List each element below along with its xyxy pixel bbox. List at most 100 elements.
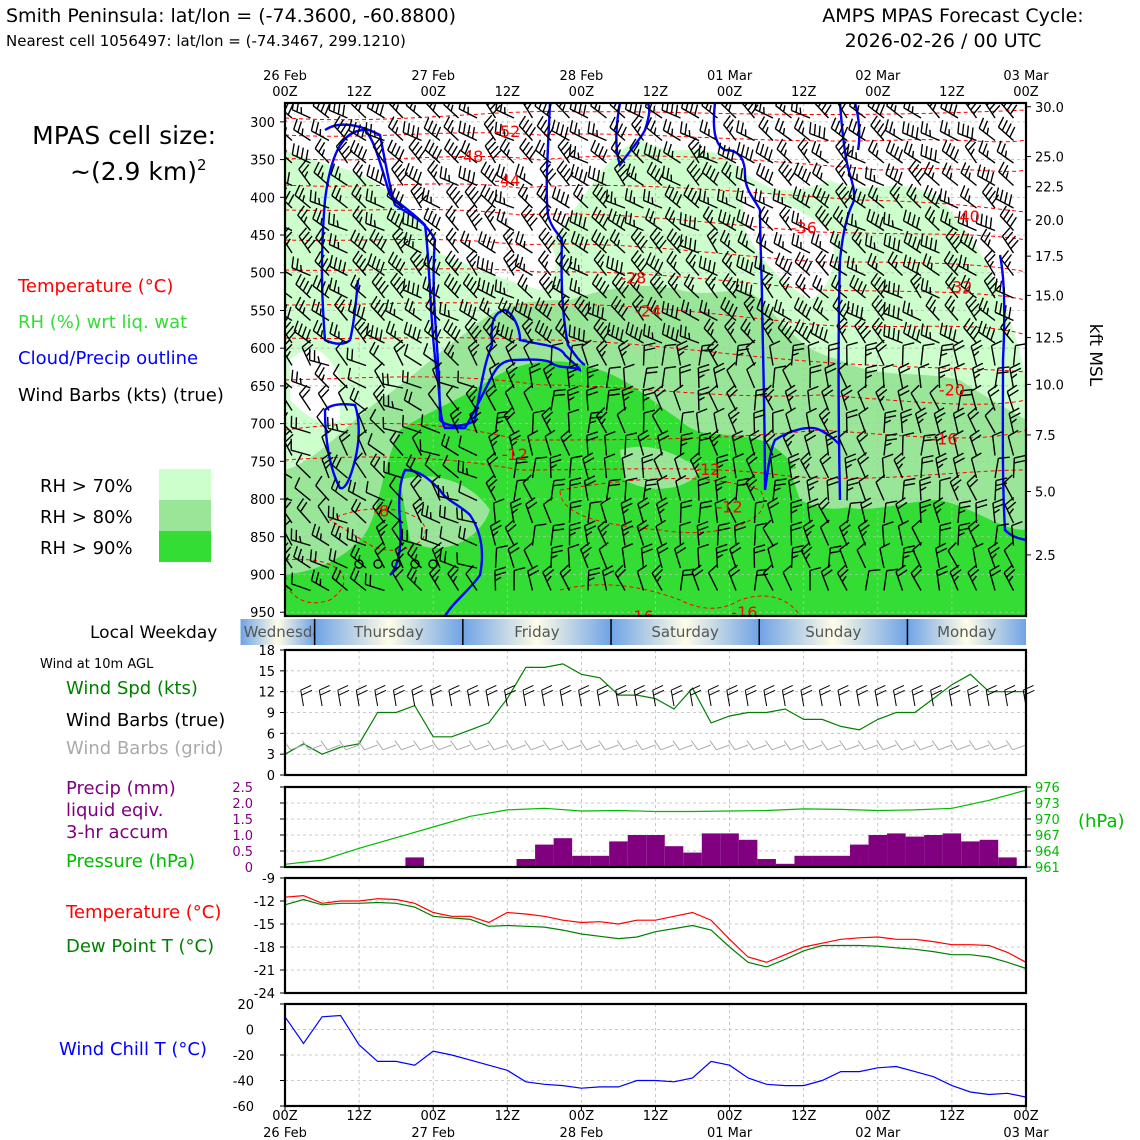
- wind-barb-grid: [709, 740, 730, 751]
- wind-barb-true: [652, 684, 665, 707]
- wind-barb: [679, 432, 693, 456]
- wind-barb: [477, 277, 496, 299]
- wind-barb: [310, 569, 330, 592]
- wind-barb-grid: [320, 740, 341, 751]
- bottom-hour-label: 12Z: [495, 1109, 521, 1124]
- wind-barb: [387, 116, 404, 142]
- wind-barb: [629, 138, 645, 164]
- wind-barb-true: [374, 684, 387, 707]
- wind-barb: [331, 454, 348, 479]
- wind-barb: [802, 519, 815, 546]
- wind-barb: [586, 364, 599, 389]
- wind-barb-grid: [431, 740, 452, 751]
- wind-barb: [314, 251, 332, 276]
- wind-barb: [449, 406, 462, 434]
- wind-barb: [504, 519, 517, 546]
- wind-barb: [818, 406, 831, 434]
- wind-barb: [857, 384, 868, 411]
- wind-barb: [352, 250, 370, 276]
- wind-barb: [646, 296, 663, 322]
- wind-barb: [566, 385, 580, 411]
- wind-barb: [458, 480, 478, 502]
- wind-barb: [819, 519, 830, 546]
- wind-barb: [394, 541, 407, 569]
- wind-barb: [957, 500, 972, 524]
- wind-barb: [958, 254, 977, 277]
- precip-bar: [942, 833, 962, 867]
- weekday-label: Local Weekday: [90, 623, 217, 643]
- wind-barb: [875, 474, 886, 501]
- wind-barb-grid: [357, 740, 378, 751]
- wind-barb: [513, 566, 526, 591]
- precip-ytick-label: 2.5: [232, 781, 253, 796]
- wind-barb-true: [504, 684, 516, 707]
- wind-barb: [550, 342, 564, 366]
- wind-barb-true: [670, 684, 683, 707]
- wind-barb: [369, 228, 387, 254]
- wind-barb-true: [967, 684, 980, 707]
- wind-barb: [568, 455, 583, 479]
- wind-barb: [328, 233, 348, 254]
- wind-barb: [514, 299, 533, 322]
- wind-barb: [624, 188, 644, 209]
- wind-barb: [536, 115, 555, 141]
- wind-barb: [404, 162, 422, 187]
- wind-barb: [661, 300, 681, 322]
- wind-barb: [661, 103, 681, 119]
- wind-barb: [774, 252, 793, 277]
- precip-bar: [775, 863, 795, 867]
- temp-contour-label: -24: [635, 301, 661, 320]
- wind-barb: [957, 388, 973, 411]
- wind-barb-grid: [338, 740, 360, 751]
- wind-barb: [832, 205, 848, 231]
- wind-barb: [403, 343, 422, 367]
- wind-barb: [917, 363, 930, 389]
- wind-barb: [1004, 496, 1017, 524]
- wind-barb: [673, 384, 684, 411]
- wind-barb: [624, 432, 638, 456]
- top-date-label: 26 Feb: [263, 69, 307, 84]
- wind-barb: [642, 366, 659, 389]
- wind-barb: [549, 453, 562, 479]
- wind-barb: [327, 505, 348, 524]
- wind-barb: [720, 296, 738, 322]
- wind-barb: [629, 273, 645, 299]
- wind-barb: [614, 564, 627, 591]
- wind-barb: [920, 278, 940, 299]
- wind-barb: [334, 295, 349, 321]
- wind-barb: [403, 389, 422, 412]
- wind-barb: [680, 103, 700, 119]
- wind-barb: [732, 453, 744, 479]
- wind-barb: [787, 452, 800, 479]
- wind-barb: [984, 249, 996, 276]
- wind-barb: [649, 272, 667, 299]
- wind-barb: [810, 321, 829, 344]
- wind-barb: [902, 300, 922, 322]
- legend-swatch-rh80: [159, 500, 211, 531]
- wind-barb: [294, 296, 311, 322]
- wind-barb: [976, 164, 996, 187]
- wind-barb: [920, 343, 935, 366]
- wind-barb: [687, 137, 705, 164]
- wind-barb: [800, 451, 812, 479]
- top-hour-label: 12Z: [643, 85, 669, 100]
- wind-barb: [820, 564, 833, 591]
- wind-barb: [717, 142, 737, 164]
- wind-barb: [938, 522, 952, 546]
- wind-barb: [664, 184, 683, 209]
- wind-barb: [708, 429, 721, 456]
- wind-barb: [593, 317, 611, 344]
- top-hour-label: 00Z: [569, 85, 595, 100]
- wind-barb: [947, 542, 959, 569]
- wind-barb: [298, 159, 312, 186]
- wind-barb: [788, 475, 801, 501]
- wind-barb-true: [559, 684, 572, 707]
- wind-barb: [515, 231, 533, 254]
- wind-barb: [698, 144, 718, 164]
- wind-barb: [469, 407, 482, 434]
- wind-barb: [966, 474, 979, 501]
- legend-rh70: RH > 70%: [40, 476, 133, 497]
- wind-barb: [386, 499, 404, 524]
- wind-barb: [720, 103, 737, 119]
